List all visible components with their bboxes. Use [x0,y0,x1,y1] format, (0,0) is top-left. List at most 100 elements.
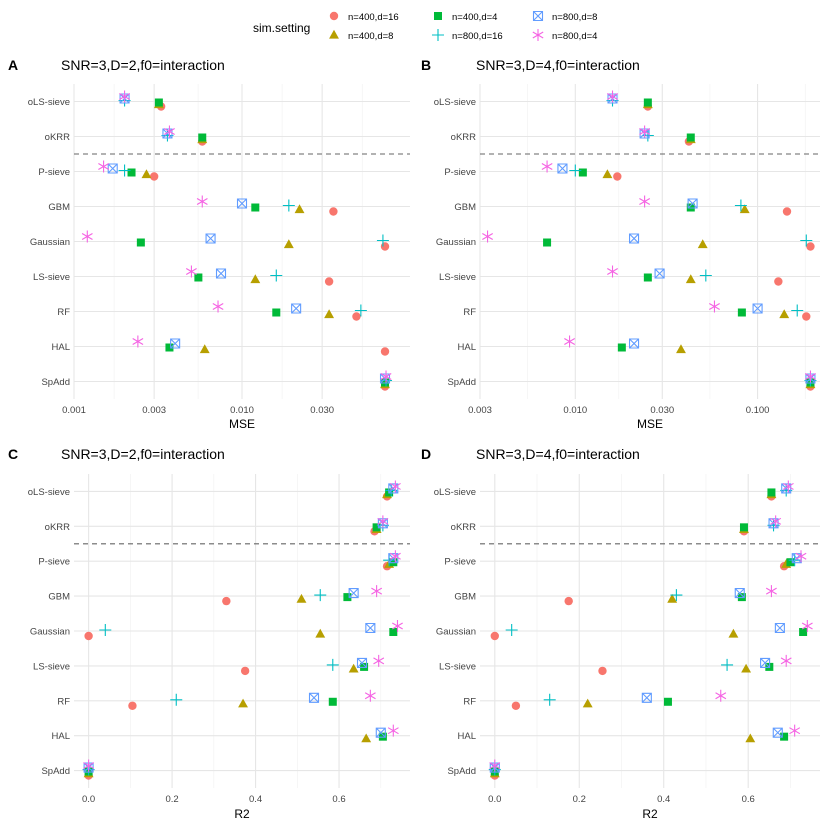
data-point [328,697,337,706]
data-point [154,98,163,107]
y-tick-label: oLS-sieve [28,487,70,498]
y-tick-label: Gaussian [436,237,476,248]
data-point [240,666,250,676]
data-point [352,312,361,321]
data-point [272,308,281,317]
x-tick-label: 0.100 [746,405,770,416]
legend-key-asterisk [532,29,544,41]
data-point [602,169,613,179]
data-point [779,309,790,319]
series-n=800,d=16 [118,94,393,387]
y-tick-label: oKRR [451,132,476,143]
data-point [806,242,815,251]
legend-key-triangle [329,29,339,39]
data-point [84,631,93,641]
data-point [389,480,401,493]
grid [73,84,410,399]
data-point [505,624,518,636]
data-point [654,268,665,279]
data-point [165,343,174,352]
y-tick-label: GBM [454,592,476,603]
data-point [170,338,181,349]
data-point [708,300,720,313]
data-point [582,698,593,708]
y-tick-label: LS-sieve [439,272,476,283]
y-tick-label: SpAdd [41,766,70,777]
data-point [739,204,750,214]
data-point [745,733,756,743]
data-point [375,727,386,738]
data-point [760,657,771,668]
data-point [196,195,208,208]
legend-key-circle [329,11,339,21]
data-point [643,273,652,282]
y-tick-label: Gaussian [30,627,70,638]
x-tick-label: 0.0 [82,794,95,805]
data-point [715,689,727,702]
data-point [99,624,112,636]
series-n=800,d=8 [107,93,391,384]
y-tick-label: P-sieve [444,167,476,178]
legend-entry-n=400,d=8: n=400,d=8 [329,29,393,42]
data-point [356,657,368,668]
x-axis-label: MSE [637,417,663,431]
y-tick-label: LS-sieve [33,661,70,672]
data-point [365,622,376,634]
series-n=400,d=16 [490,492,789,780]
series-n=800,d=4 [81,90,392,383]
data-point [163,125,175,138]
data-point [511,701,521,710]
grid [74,474,410,788]
y-tick-label: Gaussian [30,237,70,248]
data-point [737,308,746,317]
data-point [578,168,587,177]
data-point [127,168,136,177]
data-point [607,90,618,103]
legend-entry-n=800,d=4: n=800,d=4 [532,29,597,42]
y-tick-label: RF [57,696,70,707]
data-point [543,693,556,706]
x-tick-label: 0.001 [62,405,86,416]
data-point [205,233,216,244]
data-point [802,312,811,321]
data-point [329,207,338,216]
data-point [795,550,807,563]
data-point [482,230,494,243]
data-point [791,304,804,317]
x-tick-label: 0.010 [230,405,254,416]
x-tick-label: 0.6 [332,794,345,805]
y-tick-label: oKRR [451,522,476,533]
y-tick-label: RF [463,696,476,707]
series-n=800,d=16 [488,484,801,776]
data-point [270,269,283,282]
x-tick-label: 0.2 [573,794,586,805]
series-n=800,d=8 [557,93,816,384]
data-point [564,596,573,606]
data-point [801,620,813,632]
x-tick-label: 0.010 [563,405,587,416]
data-point [128,701,137,710]
data-point [780,654,792,667]
panel-title: SNR=3,D=4,f0=interaction [476,446,640,462]
data-point [372,523,381,532]
series-n=400,d=16 [149,102,390,391]
data-point [141,169,152,179]
data-point [149,172,159,181]
series-n=400,d=8 [141,99,390,389]
data-point [782,480,794,493]
data-point [774,622,785,634]
data-point [543,238,552,247]
data-point [628,338,640,349]
data-point [118,164,131,177]
series-n=800,d=4 [482,90,816,383]
data-point [699,269,712,282]
legend-title: sim.setting [253,21,310,35]
x-tick-label: 0.2 [165,794,178,805]
data-point [734,588,745,599]
series-n=400,d=4 [490,488,808,776]
data-point [670,589,683,602]
data-point [194,273,203,282]
data-point [291,303,302,314]
y-tick-label: SpAdd [447,766,476,777]
panels: A SNR=3,D=2,f0=interaction oLS-sieve oKRR P-… [8,57,820,821]
